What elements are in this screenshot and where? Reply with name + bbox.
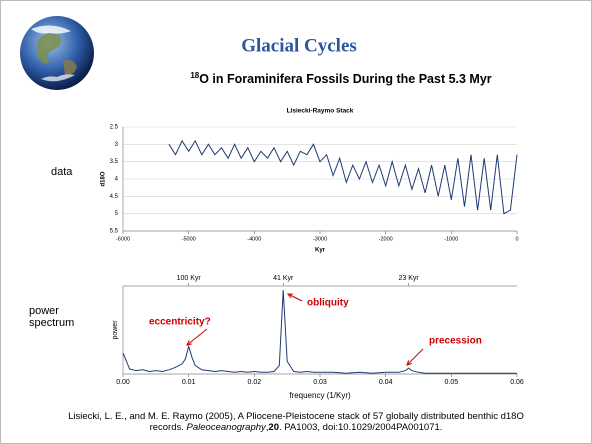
y-tick-label: 4 xyxy=(115,177,119,183)
x2-tick-label: 41 Kyr xyxy=(273,275,294,282)
journal: Paleoceanography xyxy=(186,422,266,433)
x-tick-label: 0.00 xyxy=(116,379,130,386)
x-tick-label: 0 xyxy=(515,236,518,242)
x2-tick-label: 100 Kyr xyxy=(177,275,202,282)
slide-title: Glacial Cycles xyxy=(241,35,357,56)
side-label: data xyxy=(51,166,73,178)
citation: Lisiecki, L. E., and M. E. Raymo (2005),… xyxy=(1,411,591,433)
annotation-arrow xyxy=(186,328,208,346)
y-tick-label: 3.5 xyxy=(110,159,119,165)
x-tick-label: 0.04 xyxy=(379,379,393,386)
x-tick-label: 0.05 xyxy=(445,379,459,386)
y-axis-label: power xyxy=(112,320,119,340)
x-tick-label: -2000 xyxy=(379,236,393,242)
y-axis-label: d18O xyxy=(101,171,107,186)
arrow-head xyxy=(186,340,192,346)
x-tick-label: 0.01 xyxy=(182,379,196,386)
annotation-arrow xyxy=(287,293,303,302)
annotation: eccentricity? xyxy=(149,317,211,328)
superscript: 18 xyxy=(190,71,199,80)
arrow-head xyxy=(286,293,294,299)
x-axis-label: Kyr xyxy=(315,248,326,254)
y-tick-label: 5 xyxy=(115,211,119,217)
x-tick-label: 0.02 xyxy=(248,379,262,386)
y-tick-label: 4.5 xyxy=(110,194,119,200)
subtitle-text: O in Foraminifera Fossils During the Pas… xyxy=(199,72,492,86)
x-tick-label: -4000 xyxy=(247,236,261,242)
annotation-arrow xyxy=(406,348,424,366)
citation-text: . PA1003, doi:10.1029/2004PA001071. xyxy=(279,422,443,433)
arrow-head xyxy=(406,360,412,366)
slide-subtitle: 18O in Foraminifera Fossils During the P… xyxy=(190,71,491,86)
annotation: precession xyxy=(429,336,482,347)
x-tick-label: -3000 xyxy=(313,236,327,242)
side-label: power spectrum xyxy=(29,305,75,329)
globe xyxy=(20,16,94,90)
y-tick-label: 2.5 xyxy=(110,125,119,131)
volume: 20 xyxy=(268,422,279,433)
citation-text: , xyxy=(265,422,269,433)
annotation: obliquity xyxy=(307,298,349,309)
y-tick-label: 5.5 xyxy=(110,229,119,235)
x-tick-label: 0.06 xyxy=(510,379,524,386)
x-tick-label: -5000 xyxy=(182,236,196,242)
citation-text: records. xyxy=(149,422,187,433)
x-tick-label: -1000 xyxy=(444,236,458,242)
y-tick-label: 3 xyxy=(115,142,119,148)
data-line xyxy=(122,290,517,374)
data-line xyxy=(168,139,518,215)
chart-title: Lisiecki-Raymo Stack xyxy=(287,108,354,115)
citation-text: Lisiecki, L. E., and M. E. Raymo (2005),… xyxy=(68,411,524,422)
x-tick-label: -6000 xyxy=(116,236,130,242)
x-axis-label: frequency (1/Kyr) xyxy=(289,391,351,400)
x-tick-label: 0.03 xyxy=(313,379,327,386)
x2-tick-label: 23 Kyr xyxy=(399,275,420,282)
